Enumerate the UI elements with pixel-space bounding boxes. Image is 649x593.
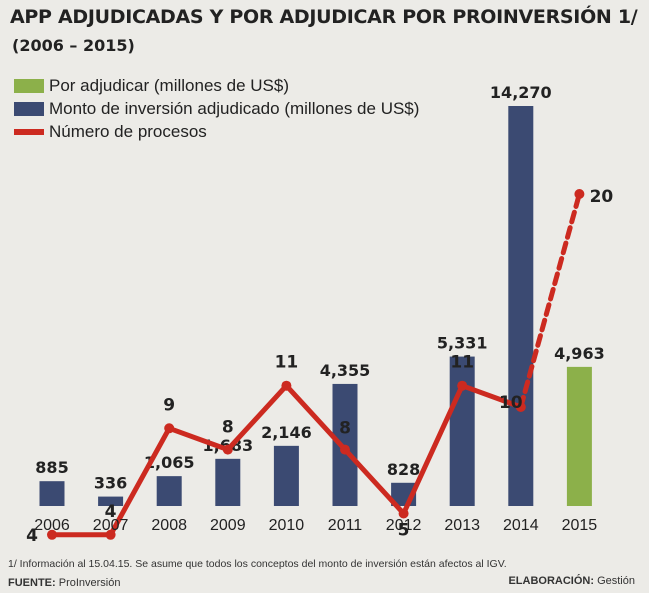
point-label-2014: 10	[499, 393, 523, 413]
bar-label-2013: 5,331	[437, 334, 488, 353]
x-tick-2006: 2006	[34, 517, 70, 534]
point-label-2008: 9	[163, 395, 175, 415]
point-label-2011: 8	[339, 419, 351, 439]
x-tick-2008: 2008	[151, 517, 187, 534]
bar-2009	[215, 458, 241, 506]
bar-label-2007: 336	[94, 474, 127, 493]
bar-2013	[449, 356, 475, 506]
bar-2008	[156, 476, 182, 506]
legend-label-por-adjudicar: Por adjudicar (millones de US$)	[49, 75, 289, 95]
point-label-2015: 20	[590, 187, 614, 207]
bar-2006	[39, 481, 65, 506]
legend-swatch-monto-adjudicado	[14, 101, 44, 116]
x-tick-2015: 2015	[562, 517, 598, 534]
x-tick-2010: 2010	[269, 517, 305, 534]
x-tick-2012: 2012	[386, 517, 422, 534]
bar-label-2014: 14,270	[490, 83, 552, 102]
point-2015	[574, 189, 585, 199]
bar-label-2015: 4,963	[554, 344, 605, 363]
point-2012	[398, 508, 409, 519]
bar-2007	[98, 496, 124, 506]
point-2009	[222, 444, 233, 455]
footnote: 1/ Información al 15.04.15. Se asume que…	[8, 558, 507, 570]
credit-label: ELABORACIÓN:	[508, 575, 595, 587]
credit-value: Gestión	[597, 575, 635, 587]
source-value: ProInversión	[58, 577, 121, 589]
bar-2014	[508, 106, 534, 506]
point-2008	[164, 423, 175, 434]
bar-2015	[566, 366, 592, 506]
chart-subtitle: (2006 – 2015)	[12, 36, 135, 55]
x-tick-2007: 2007	[93, 517, 129, 534]
legend-item-numero-procesos: Número de procesos	[14, 120, 419, 143]
legend-item-por-adjudicar: Por adjudicar (millones de US$)	[14, 74, 419, 97]
x-tick-2013: 2013	[444, 517, 480, 534]
point-label-2012: 5	[398, 521, 410, 541]
x-tick-2011: 2011	[328, 517, 363, 534]
point-label-2009: 8	[222, 418, 234, 438]
point-2014	[515, 402, 526, 412]
bar-label-2012: 828	[387, 460, 420, 479]
legend-item-monto-adjudicado: Monto de inversión adjudicado (millones …	[14, 97, 419, 120]
bar-2010	[273, 445, 299, 506]
point-2013	[457, 380, 468, 391]
bar-label-2011: 4,355	[320, 361, 371, 380]
source-label: FUENTE:	[8, 577, 56, 589]
point-label-2010: 11	[275, 353, 299, 373]
point-label-2006: 4	[26, 526, 38, 546]
chart-title: APP ADJUDICADAS Y POR ADJUDICAR POR PROI…	[10, 6, 638, 28]
bar-label-2006: 885	[35, 458, 68, 477]
bar-label-2010: 2,146	[261, 423, 312, 442]
bar-label-2008: 1,065	[144, 453, 195, 472]
x-tick-2009: 2009	[210, 517, 246, 534]
legend: Por adjudicar (millones de US$) Monto de…	[14, 74, 419, 143]
source: FUENTE: ProInversión	[8, 577, 121, 589]
point-2007	[105, 529, 116, 540]
line-procesos-projected	[518, 191, 582, 410]
point-label-2013: 11	[450, 353, 474, 373]
legend-swatch-por-adjudicar	[14, 78, 44, 93]
credit: ELABORACIÓN: Gestión	[508, 575, 635, 587]
legend-swatch-numero-procesos	[14, 128, 44, 135]
point-2010	[281, 380, 292, 391]
legend-label-numero-procesos: Número de procesos	[49, 121, 207, 141]
x-tick-2014: 2014	[503, 517, 539, 534]
legend-label-monto-adjudicado: Monto de inversión adjudicado (millones …	[49, 98, 420, 118]
point-label-2007: 4	[105, 502, 117, 522]
point-2006	[47, 529, 57, 540]
point-2011	[340, 444, 350, 455]
